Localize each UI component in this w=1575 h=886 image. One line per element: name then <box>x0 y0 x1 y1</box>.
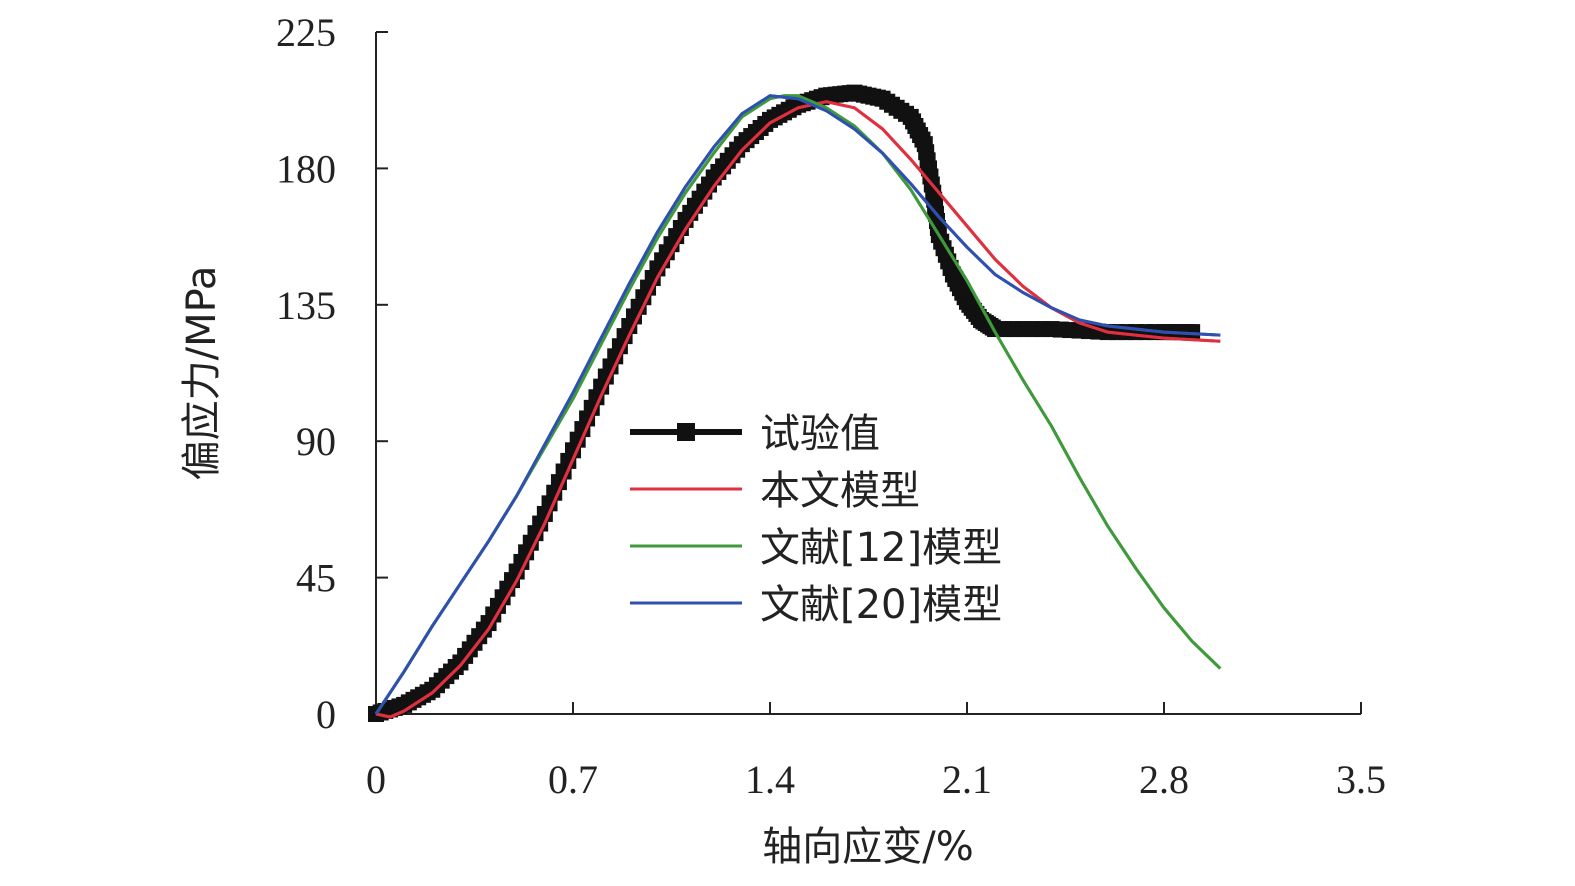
y-tick-label: 0 <box>316 692 336 737</box>
x-tick-label: 0.7 <box>548 757 598 802</box>
series-line-overlay-1 <box>375 100 1221 719</box>
data-point-marker <box>1184 324 1201 341</box>
legend-label-0: 试验值 <box>760 411 880 457</box>
legend-label-3: 文献[20]模型 <box>760 582 1002 628</box>
y-tick-label: 90 <box>296 419 336 464</box>
axes: 0 0.7 1.4 2.1 2.8 3.5 0 45 90 135 180 225 <box>276 10 1386 802</box>
x-axis-label: 轴向应变/% <box>762 824 973 870</box>
y-tick-label: 135 <box>276 283 336 328</box>
y-tick-label: 45 <box>296 556 336 601</box>
y-tick-label: 180 <box>276 146 336 191</box>
legend-label-1: 本文模型 <box>760 468 920 514</box>
series-line-overlay-3 <box>374 94 1221 715</box>
legend-marker-icon <box>677 423 695 441</box>
y-tick-label: 225 <box>276 10 336 55</box>
legend-label-2: 文献[12]模型 <box>760 525 1002 571</box>
x-tick-label: 2.1 <box>942 757 992 802</box>
x-tick-label: 3.5 <box>1336 757 1386 802</box>
series-group <box>368 84 1222 722</box>
x-tick-label: 1.4 <box>745 757 795 802</box>
x-tick-label: 0 <box>366 757 386 802</box>
x-tick-label: 2.8 <box>1139 757 1189 802</box>
y-axis-label: 偏应力/MPa <box>179 266 225 481</box>
